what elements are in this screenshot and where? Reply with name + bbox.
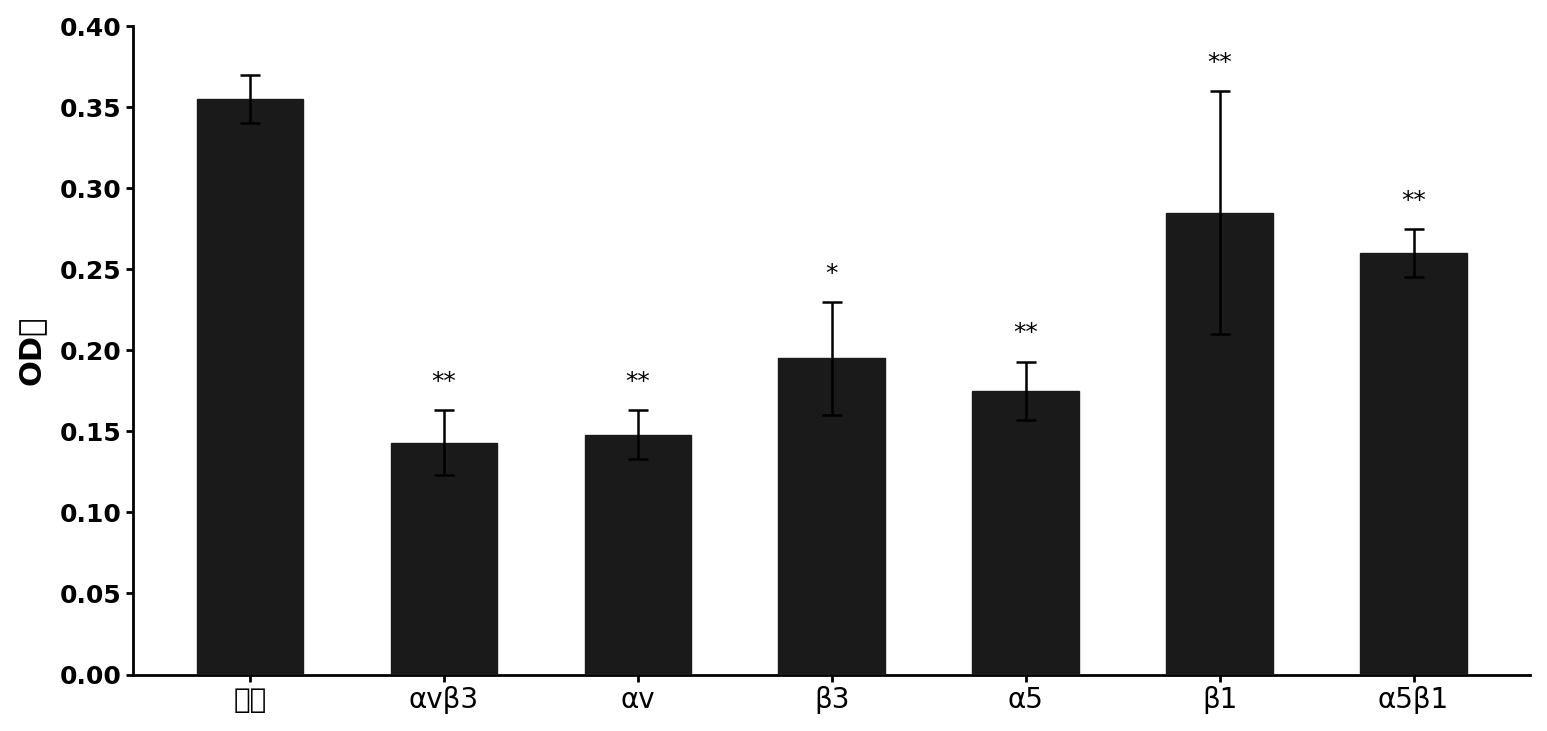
Text: **: ** <box>1013 322 1038 346</box>
Text: **: ** <box>1207 50 1231 75</box>
Text: **: ** <box>625 370 650 394</box>
Bar <box>778 358 885 675</box>
Bar <box>1360 253 1467 675</box>
Bar <box>391 443 497 675</box>
Text: **: ** <box>1402 189 1426 213</box>
Text: **: ** <box>432 370 456 394</box>
Bar <box>585 435 692 675</box>
Text: *: * <box>826 262 838 286</box>
Bar <box>973 391 1078 675</box>
Bar <box>196 99 303 675</box>
Bar <box>1166 213 1273 675</box>
Y-axis label: OD値: OD値 <box>17 316 46 385</box>
